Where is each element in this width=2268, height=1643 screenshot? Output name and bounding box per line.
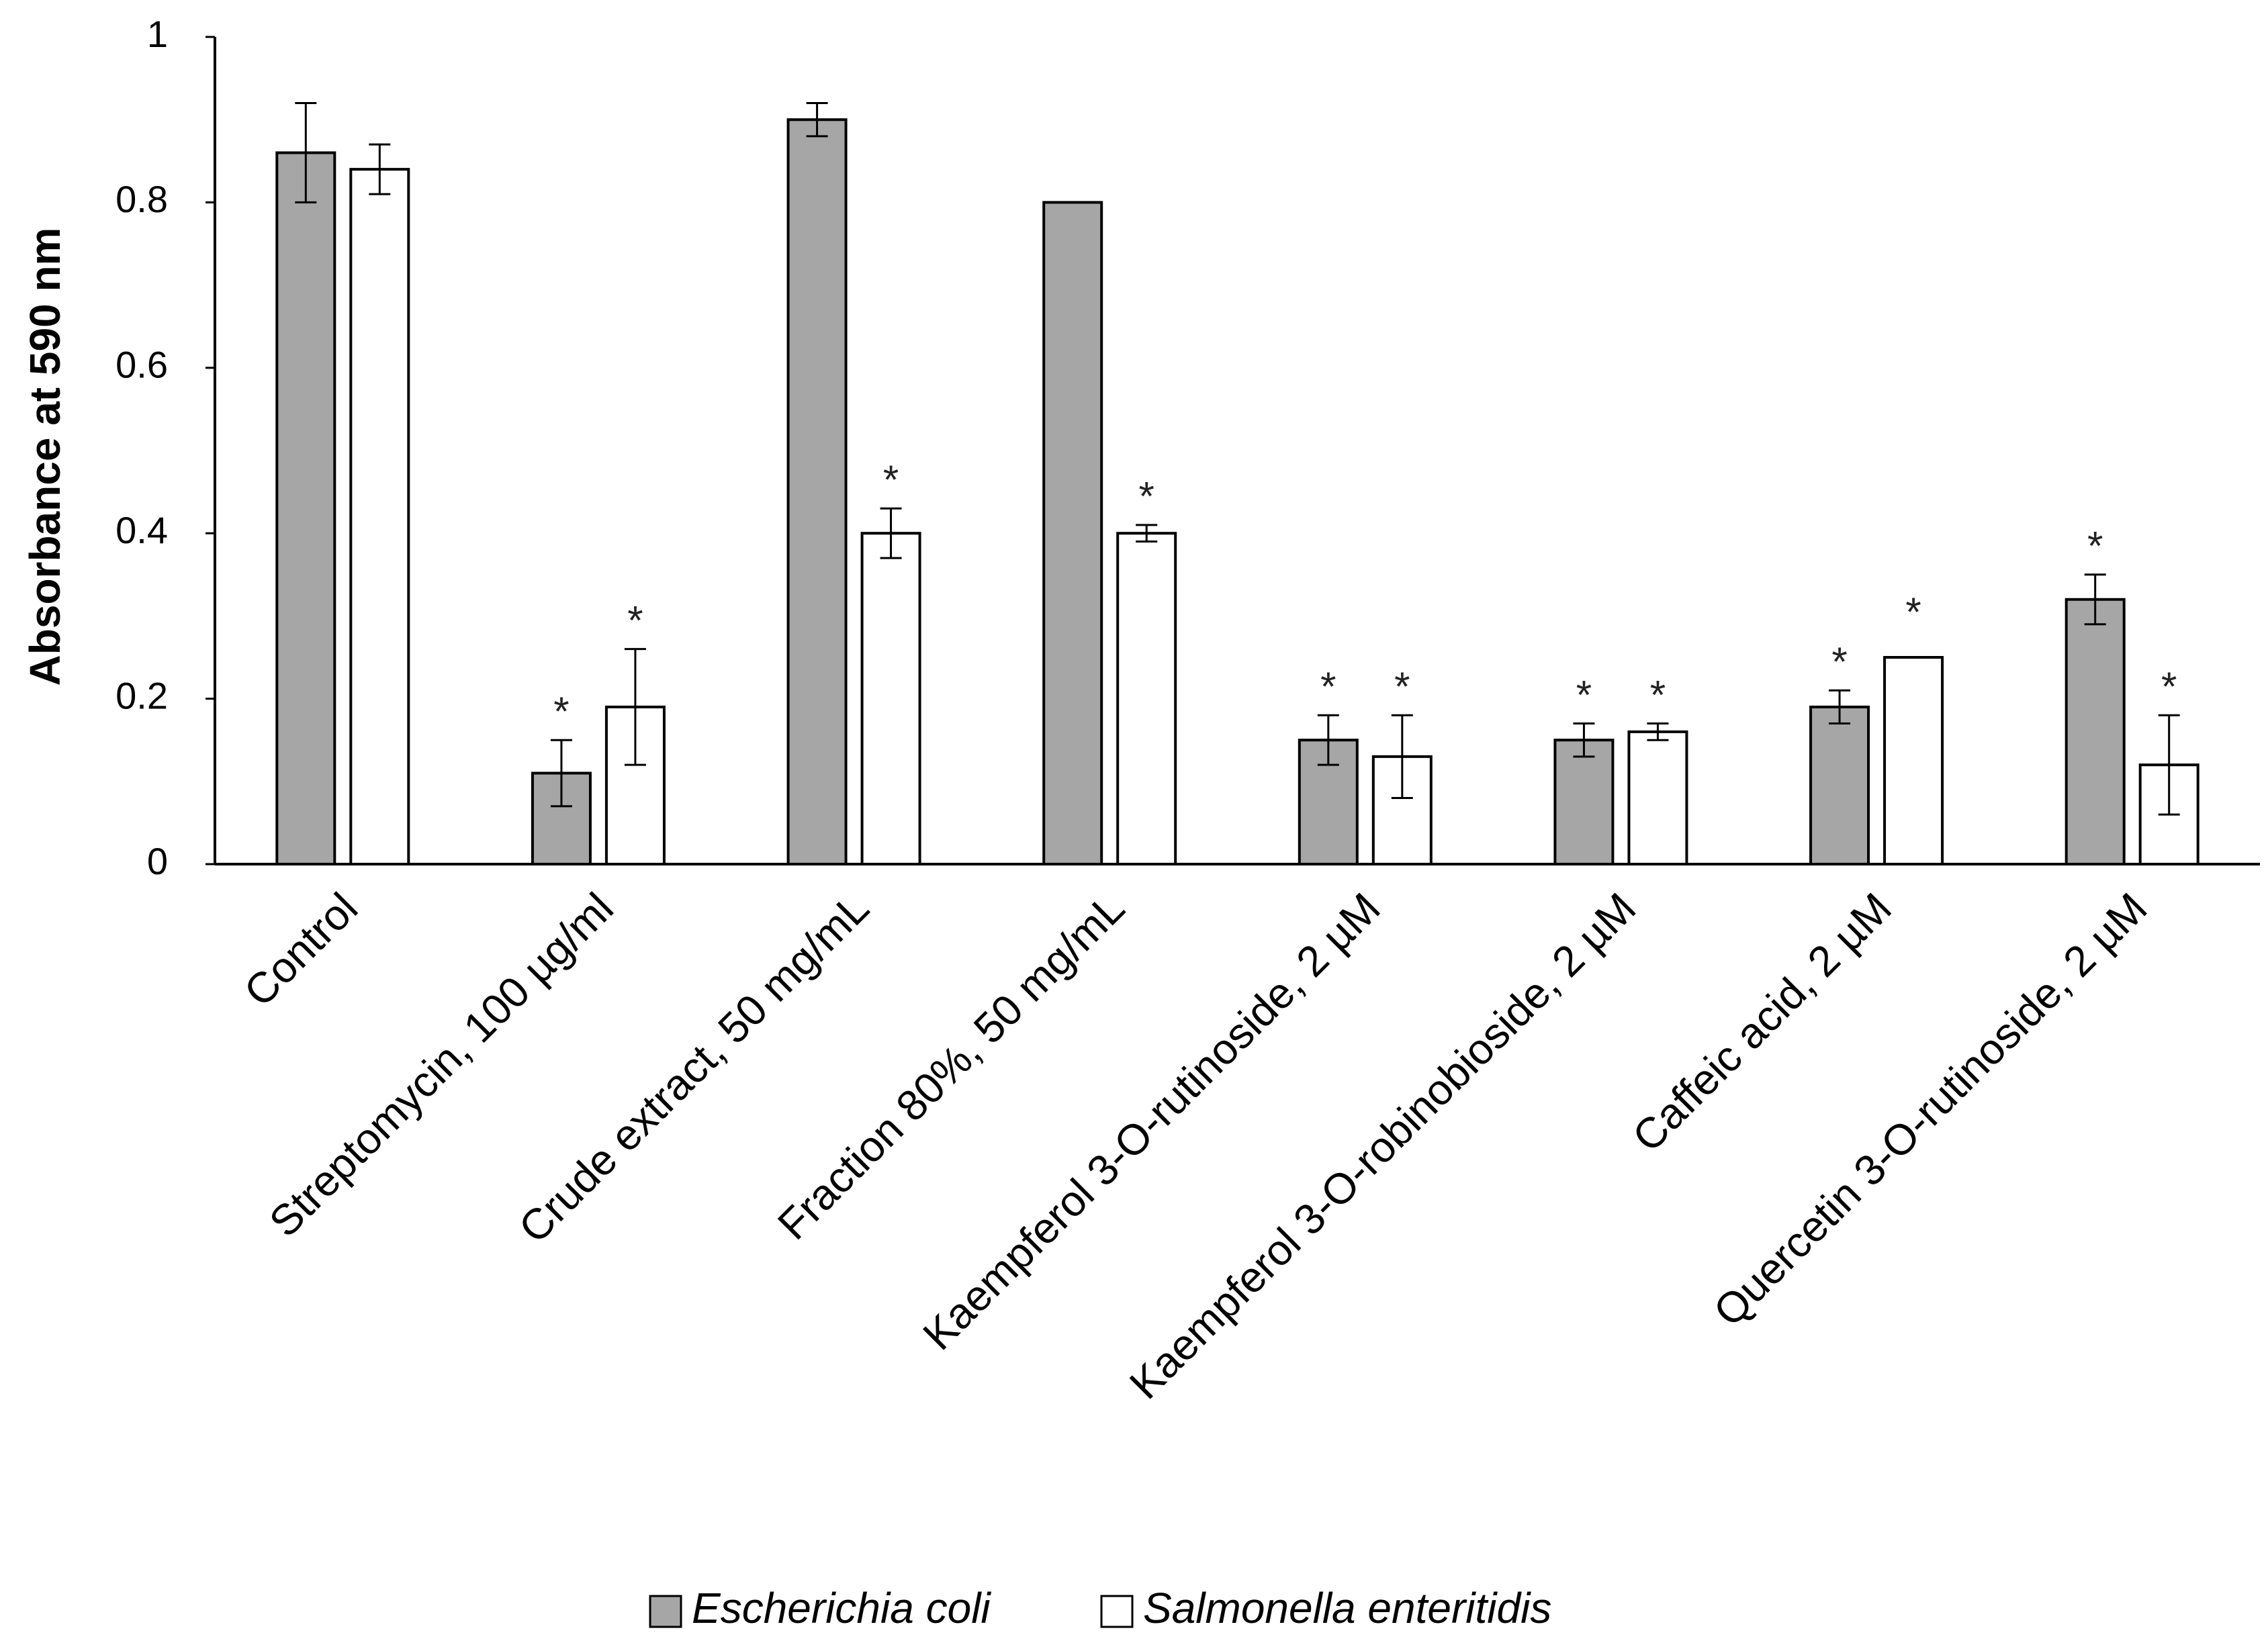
bar	[860, 532, 921, 865]
significance-markers: * * * * * * * * * * * *	[553, 457, 2177, 734]
significance-star: *	[1320, 664, 1336, 709]
bar	[1627, 730, 1688, 865]
bar	[275, 151, 336, 866]
significance-star: *	[627, 598, 643, 643]
category-label: Quercetin 3-O-rutinoside, 2 µM	[1704, 884, 2156, 1335]
significance-star: *	[2087, 524, 2103, 569]
y-tick-label: 0.2	[116, 674, 168, 716]
significance-star: *	[2161, 664, 2177, 709]
category-label: Kaempferol 3-O-rutinoside, 2 µM	[913, 884, 1389, 1359]
y-axis-label-group: Absorbance at 590 nm	[21, 228, 69, 686]
y-tick-label: 0.4	[116, 509, 168, 551]
bar	[786, 118, 848, 866]
significance-star: *	[1139, 474, 1154, 519]
significance-star: *	[1394, 664, 1410, 709]
category-label: Caffeic acid, 2 µM	[1623, 884, 1901, 1161]
bar	[349, 168, 410, 865]
bar	[1809, 705, 1870, 866]
legend-label: Salmonella enteritidis	[1143, 1584, 1551, 1632]
bar	[1553, 739, 1615, 865]
y-tick-label: 1	[147, 13, 168, 55]
error-bars	[295, 102, 2180, 816]
significance-star: *	[883, 457, 899, 502]
bar	[2065, 598, 2126, 865]
legend-swatch	[649, 1595, 682, 1628]
bar	[1116, 532, 1177, 865]
y-tick-label: 0	[147, 840, 168, 882]
bars	[275, 118, 2199, 866]
significance-star: *	[1831, 639, 1847, 684]
significance-star: *	[1576, 672, 1592, 717]
category-label: Kaempferol 3-O-robinobioside, 2 µM	[1120, 884, 1645, 1408]
significance-star: *	[1905, 590, 1921, 635]
legend-label: Escherichia coli	[692, 1584, 991, 1632]
y-tick-label: 0.8	[116, 178, 168, 220]
significance-star: *	[553, 689, 569, 734]
legend: Escherichia coli Salmonella enteritidis	[649, 1584, 1551, 1632]
bar	[1042, 201, 1103, 865]
legend-swatch	[1100, 1595, 1134, 1628]
y-axis-label: Absorbance at 590 nm	[21, 228, 69, 686]
y-tick-label: 0.6	[116, 344, 168, 386]
bar	[1883, 656, 1944, 865]
significance-star: *	[1650, 672, 1666, 717]
y-ticks: 0 0.2 0.4 0.6 0.8 1	[116, 13, 215, 882]
category-label: Control	[234, 884, 367, 1016]
